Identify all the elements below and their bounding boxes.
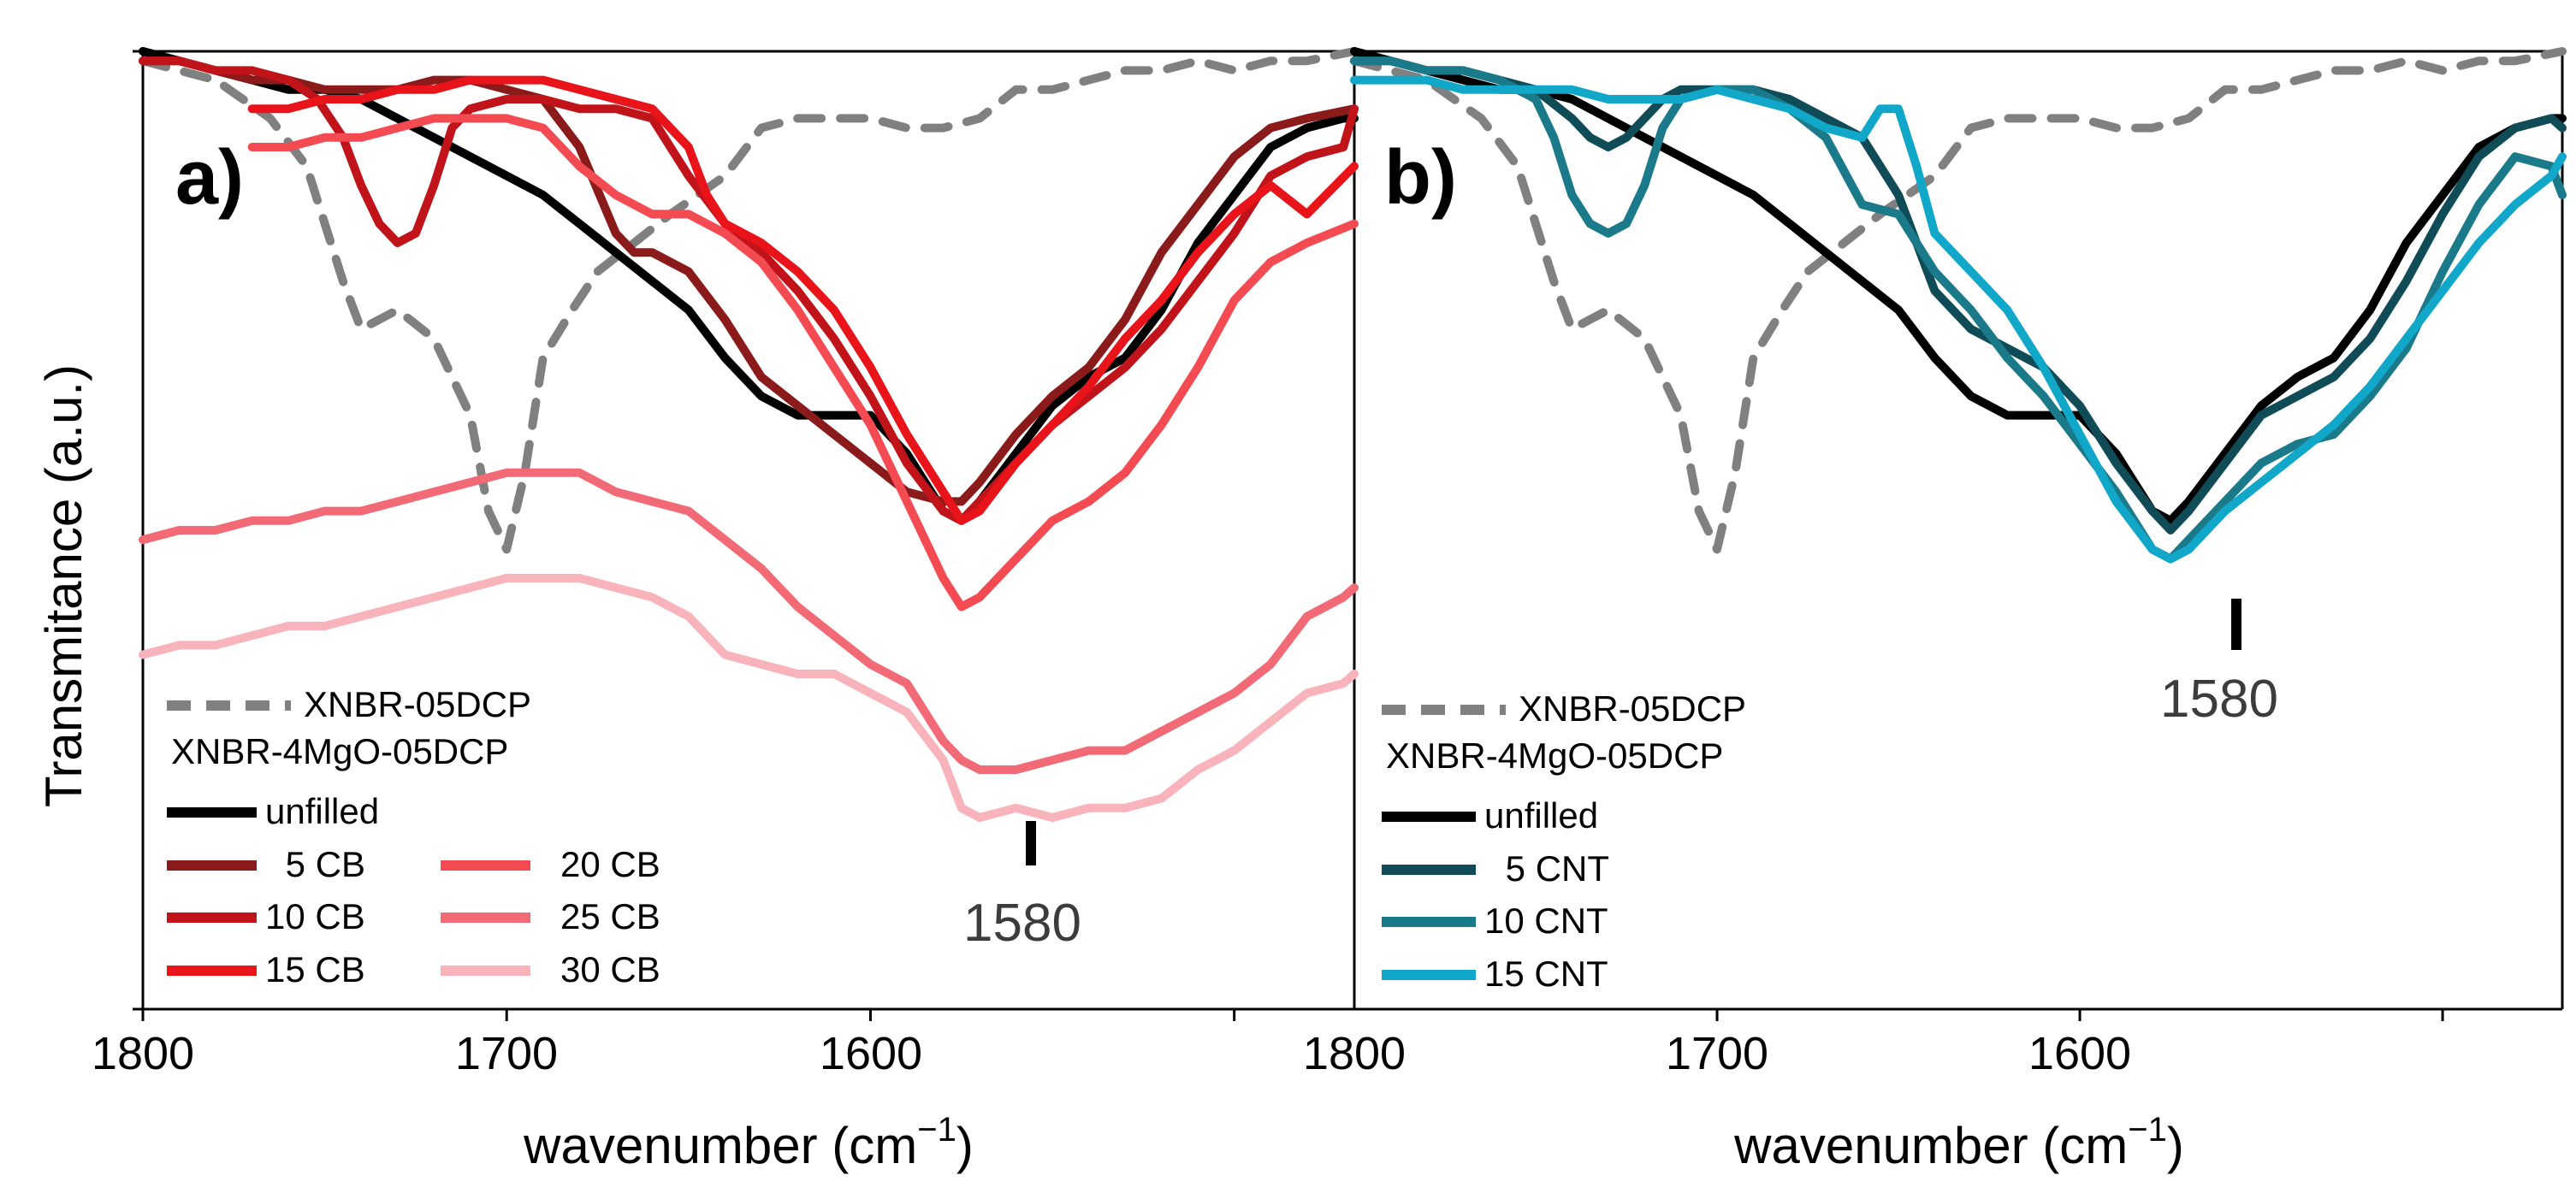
series-a-cb5	[139, 56, 1359, 506]
x-axis-title-a-sup: −1	[917, 1111, 956, 1149]
series-a-cb25	[139, 468, 1359, 774]
panel-a-frame	[141, 50, 1356, 1011]
x-axis-title-a: wavenumber (cm−1)	[523, 1111, 974, 1174]
legend-b-label-cnt10: 10 CNT	[1484, 901, 1608, 941]
legend-a-label-cb20: 20 CB	[560, 844, 660, 884]
series-a-cb30	[139, 574, 1359, 822]
tick-label-a-1600: 1600	[820, 1028, 922, 1079]
legend-a-label-cb10: 10 CB	[265, 896, 365, 936]
legend-b-label-cnt15: 15 CNT	[1484, 954, 1608, 994]
x-ticks	[141, 1009, 2444, 1021]
legend-b: XNBR-05DCP XNBR-4MgO-05DCP unfilled 5 CN…	[1382, 688, 1746, 994]
legend-b-label-cnt5: 5 CNT	[1495, 848, 1609, 889]
legend-a-label-cb25: 25 CB	[560, 896, 660, 936]
legend-b-header: XNBR-4MgO-05DCP	[1386, 735, 1723, 776]
legend-a: XNBR-05DCP XNBR-4MgO-05DCP unfilled 5 CB…	[167, 684, 660, 989]
tick-label-a-1800-end: 1800	[1303, 1028, 1406, 1079]
x-axis-title-b-sup: −1	[2128, 1111, 2167, 1149]
series-a-cb15	[247, 75, 1359, 525]
panel-b-frame	[1354, 50, 2564, 1011]
tick-label-a-1700: 1700	[455, 1028, 558, 1079]
legend-a-label-ref: XNBR-05DCP	[304, 684, 531, 724]
tick-label-a-1800: 1800	[92, 1028, 194, 1079]
legend-a-header: XNBR-4MgO-05DCP	[171, 731, 508, 771]
panel-a-series	[139, 47, 1359, 822]
legend-a-label-cb5: 5 CB	[275, 844, 365, 884]
series-a-ref	[139, 47, 1359, 554]
panel-label-b: b)	[1384, 135, 1457, 221]
panel-b-series	[1350, 47, 2567, 564]
annotation-label-b: 1580	[2160, 670, 2278, 729]
legend-a-label-unfilled: unfilled	[265, 791, 379, 831]
series-b-unfilled	[1350, 47, 2567, 525]
series-b-cnt15	[1350, 75, 2567, 564]
series-a-cb20	[247, 114, 1359, 611]
x-axis-title-b: wavenumber (cm−1)	[1733, 1111, 2184, 1174]
series-b-cnt5	[1350, 56, 2567, 535]
legend-a-label-cb15: 15 CB	[265, 949, 365, 989]
legend-b-label-unfilled: unfilled	[1484, 795, 1598, 836]
y-axis-title: Transmitance (a.u.)	[35, 364, 92, 807]
panel-label-a: a)	[175, 135, 244, 221]
tick-label-b-1700: 1700	[1666, 1028, 1768, 1079]
legend-b-label-ref: XNBR-05DCP	[1519, 688, 1746, 729]
tick-label-b-1600: 1600	[2028, 1028, 2131, 1079]
legend-a-label-cb30: 30 CB	[560, 949, 660, 989]
series-b-cnt10	[1350, 56, 2567, 564]
series-b-ref	[1350, 47, 2567, 554]
annotation-label-a: 1580	[963, 894, 1081, 953]
